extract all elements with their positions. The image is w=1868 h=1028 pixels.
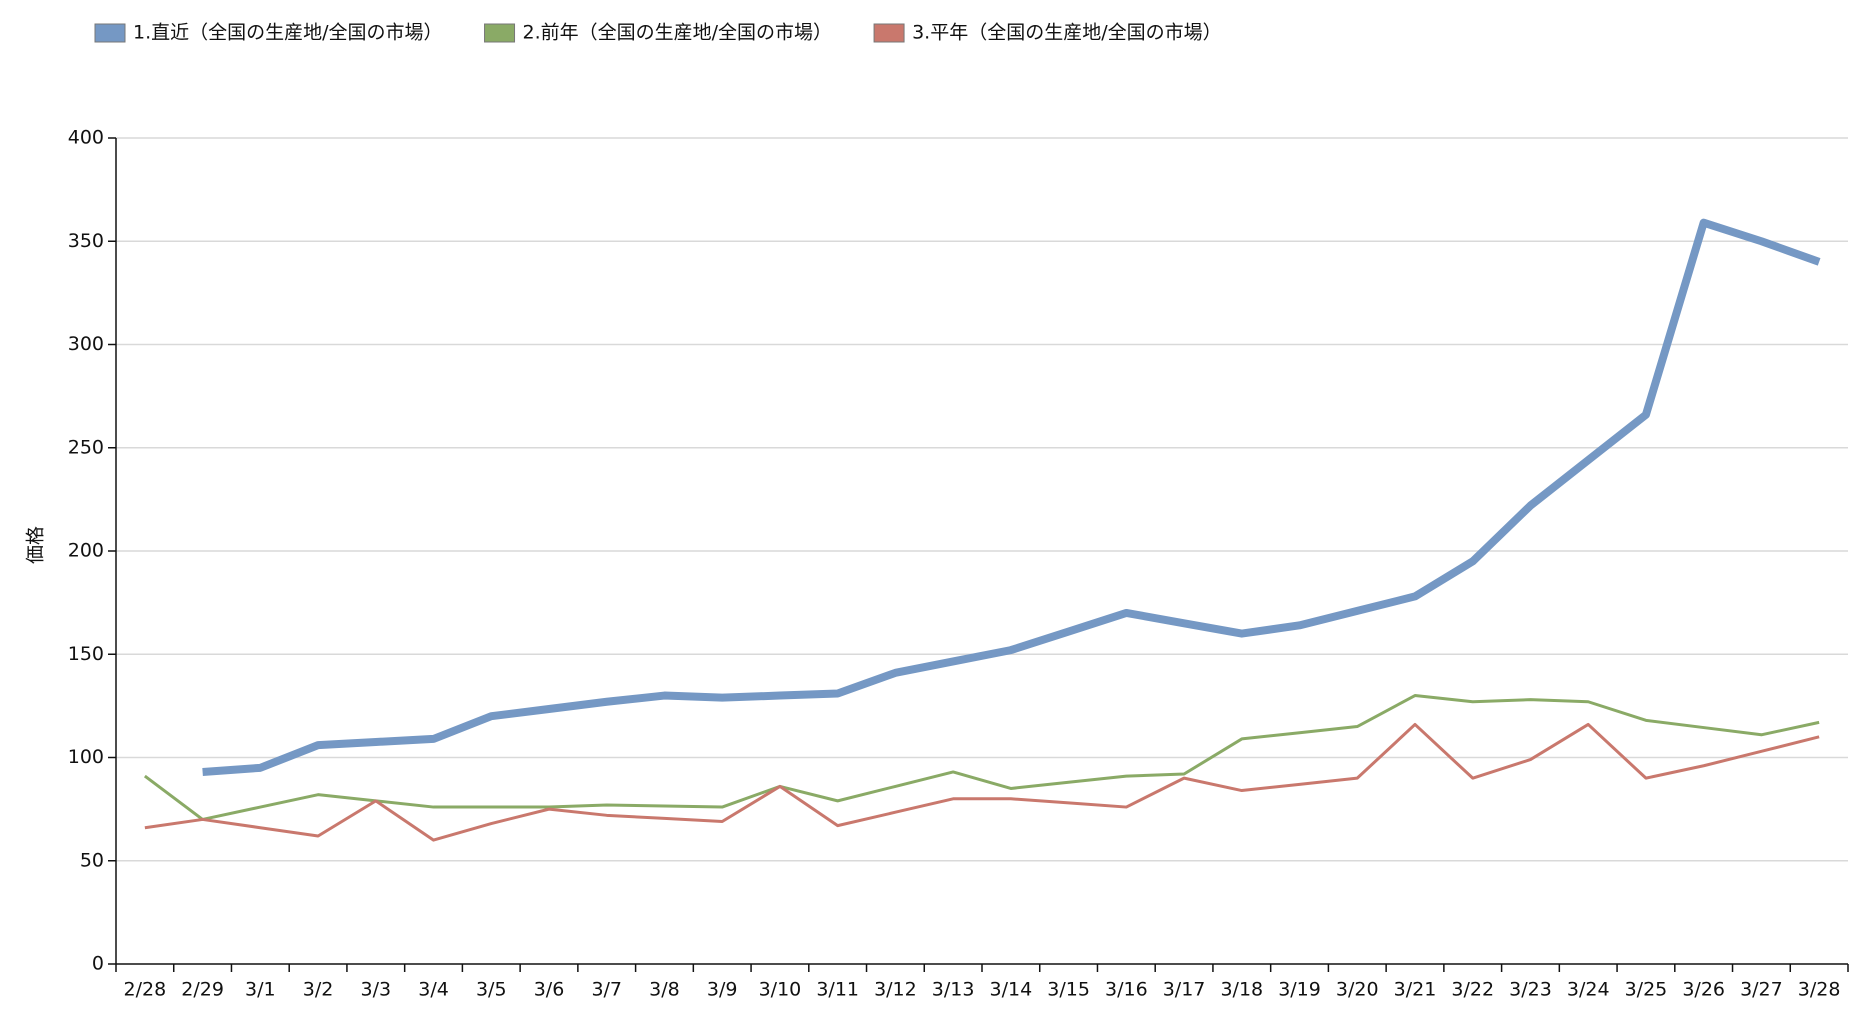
x-tick-label: 3/22 [1451,979,1494,1001]
series-line [202,218,1821,776]
y-tick-label: 50 [80,849,104,871]
x-tick-label: 3/21 [1394,979,1437,1001]
series-line [143,694,1820,821]
x-tick-label: 3/19 [1278,979,1321,1001]
y-axis-label: 価格 [25,526,47,564]
y-tick-label: 300 [68,333,104,355]
x-tick-label: 3/28 [1798,979,1841,1001]
x-tick-label: 3/11 [816,979,859,1001]
x-tick-label: 3/3 [361,979,392,1001]
x-tick-label: 3/9 [707,979,738,1001]
legend-swatch [873,23,905,43]
y-tick-label: 350 [68,230,104,252]
x-tick-label: 3/4 [418,979,449,1001]
legend-swatch [484,23,516,43]
x-tick-label: 3/24 [1567,979,1610,1001]
x-tick-label: 3/25 [1625,979,1668,1001]
x-tick-label: 3/2 [303,979,334,1001]
x-tick-label: 3/14 [990,979,1033,1001]
legend-label: 3.平年（全国の生産地/全国の市場） [912,22,1222,44]
x-tick-label: 2/29 [181,979,224,1001]
x-tick-label: 2/28 [124,979,167,1001]
series-line [144,722,1820,842]
y-tick-label: 250 [68,436,104,458]
x-tick-label: 3/1 [245,979,276,1001]
x-tick-label: 3/8 [649,979,680,1001]
x-tick-label: 3/23 [1509,979,1552,1001]
y-tick-label: 0 [92,953,104,975]
y-tick-label: 150 [68,643,104,665]
x-tick-label: 3/7 [591,979,622,1001]
y-tick-label: 100 [68,746,104,768]
x-tick-label: 3/13 [932,979,975,1001]
x-tick-label: 3/26 [1682,979,1725,1001]
x-tick-label: 3/27 [1740,979,1783,1001]
y-tick-label: 200 [68,540,104,562]
x-tick-label: 3/10 [759,979,802,1001]
x-tick-label: 3/6 [534,979,565,1001]
x-tick-label: 3/18 [1220,979,1263,1001]
x-tick-label: 3/15 [1047,979,1090,1001]
legend-swatch [94,23,126,43]
x-tick-label: 3/5 [476,979,507,1001]
y-tick-label: 400 [68,127,104,149]
legend-label: 1.直近（全国の生産地/全国の市場） [133,22,443,44]
x-tick-label: 3/16 [1105,979,1148,1001]
legend-label: 2.前年（全国の生産地/全国の市場） [523,22,833,44]
x-tick-label: 3/20 [1336,979,1379,1001]
x-tick-label: 3/17 [1163,979,1206,1001]
x-tick-label: 3/12 [874,979,917,1001]
